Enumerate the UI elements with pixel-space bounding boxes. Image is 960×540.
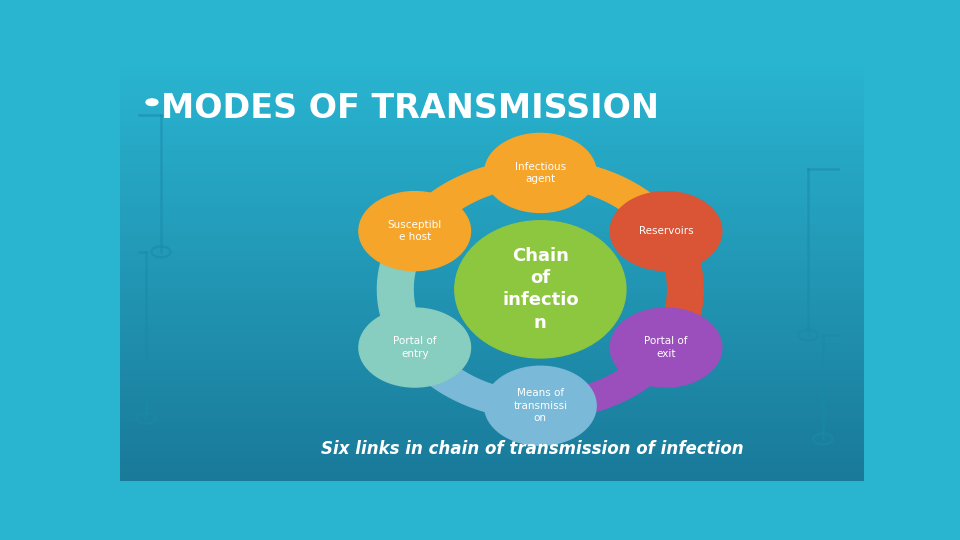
Polygon shape [651, 224, 704, 354]
Ellipse shape [359, 192, 470, 271]
Text: Portal of
exit: Portal of exit [644, 336, 687, 359]
Text: Chain
of
infectio
n: Chain of infectio n [502, 247, 579, 332]
Text: Portal of
entry: Portal of entry [393, 336, 437, 359]
Text: Infectious
agent: Infectious agent [515, 161, 566, 184]
Text: Six links in chain of transmission of infection: Six links in chain of transmission of in… [321, 440, 743, 458]
Ellipse shape [611, 308, 722, 387]
Polygon shape [377, 224, 430, 354]
Ellipse shape [485, 133, 596, 212]
Polygon shape [540, 341, 682, 419]
Ellipse shape [455, 221, 626, 358]
Text: Susceptibl
e host: Susceptibl e host [388, 220, 442, 242]
Ellipse shape [359, 308, 470, 387]
Polygon shape [399, 159, 540, 238]
Ellipse shape [611, 192, 722, 271]
Ellipse shape [485, 366, 596, 445]
Text: MODES OF TRANSMISSION: MODES OF TRANSMISSION [161, 92, 659, 125]
Text: Means of
transmissi
on: Means of transmissi on [514, 388, 567, 423]
Polygon shape [540, 159, 682, 238]
Circle shape [146, 99, 158, 105]
Text: Reservoirs: Reservoirs [638, 226, 693, 236]
Polygon shape [399, 341, 540, 419]
